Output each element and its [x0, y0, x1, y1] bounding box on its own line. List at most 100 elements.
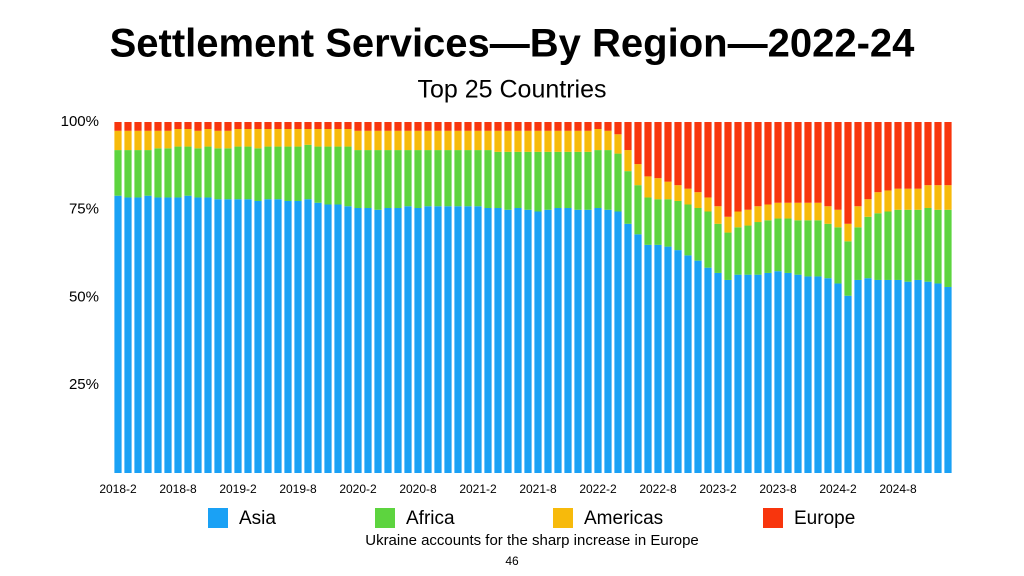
- bar-segment: [684, 204, 692, 256]
- bar-segment: [664, 122, 672, 182]
- bar-segment: [264, 122, 272, 130]
- bar-segment: [764, 204, 772, 221]
- bar-segment: [194, 148, 202, 198]
- bar-segment: [754, 274, 762, 473]
- bar-segment: [524, 130, 532, 152]
- bar-segment: [434, 122, 442, 131]
- bar-segment: [384, 150, 392, 208]
- legend-label: Europe: [794, 508, 855, 529]
- bar-segment: [454, 130, 462, 151]
- bar-segment: [124, 197, 132, 473]
- bar-segment: [644, 244, 652, 473]
- bar-segment: [794, 122, 802, 203]
- bar-segment: [644, 197, 652, 245]
- bar-segment: [304, 199, 312, 473]
- bar-segment: [814, 122, 822, 203]
- bar-segment: [324, 146, 332, 205]
- bar-segment: [204, 197, 212, 473]
- bar-segment: [394, 207, 402, 473]
- bar-segment: [114, 195, 122, 473]
- bar-segment: [124, 150, 132, 198]
- bar-segment: [554, 207, 562, 473]
- bar-segment: [604, 209, 612, 473]
- bar-segment: [304, 129, 312, 145]
- bar-segment: [844, 122, 852, 224]
- bar-segment: [554, 151, 562, 208]
- bar-segment: [774, 218, 782, 272]
- bar-segment: [744, 225, 752, 275]
- bar-segment: [464, 150, 472, 207]
- bar-segment: [154, 122, 162, 131]
- bar-segment: [634, 234, 642, 473]
- bar-segment: [314, 129, 322, 147]
- bar-segment: [764, 122, 772, 205]
- bar-segment: [374, 209, 382, 473]
- bar-segment: [864, 199, 872, 217]
- bar-segment: [754, 122, 762, 207]
- bar-segment: [394, 150, 402, 208]
- bar-segment: [144, 130, 152, 151]
- bar-segment: [474, 130, 482, 151]
- bar-segment: [404, 130, 412, 151]
- bar-segment: [284, 200, 292, 473]
- bar-segment: [824, 122, 832, 207]
- bar-segment: [414, 122, 422, 131]
- x-tick-label: 2020-2: [339, 482, 377, 496]
- bar-segment: [334, 146, 342, 205]
- bar-segment: [464, 130, 472, 151]
- bar-segment: [584, 130, 592, 152]
- bar-segment: [794, 220, 802, 275]
- bar-segment: [174, 129, 182, 147]
- bar-segment: [694, 260, 702, 473]
- bar-segment: [924, 122, 932, 186]
- bar-segment: [244, 129, 252, 147]
- bar-segment: [734, 274, 742, 473]
- bar-segment: [834, 209, 842, 228]
- bar-segment: [474, 206, 482, 474]
- bar-segment: [404, 206, 412, 474]
- bar-segment: [594, 207, 602, 473]
- bar-segment: [534, 151, 542, 212]
- bar-segment: [494, 130, 502, 152]
- bar-segment: [514, 151, 522, 208]
- bar-segment: [704, 122, 712, 198]
- bar-segment: [594, 129, 602, 151]
- bar-segment: [704, 211, 712, 268]
- bar-segment: [254, 200, 262, 473]
- bar-segment: [294, 129, 302, 147]
- bar-segment: [524, 122, 532, 131]
- x-tick-label: 2021-2: [459, 482, 497, 496]
- bar-segment: [224, 199, 232, 473]
- legend-swatch: [763, 508, 783, 528]
- bar-segment: [684, 255, 692, 473]
- bar-segment: [204, 122, 212, 130]
- bar-segment: [904, 281, 912, 473]
- bar-segment: [814, 202, 822, 221]
- bar-segment: [154, 197, 162, 473]
- bar-segment: [744, 274, 752, 473]
- bar-segment: [734, 211, 742, 228]
- legend-swatch: [375, 508, 395, 528]
- bar-segment: [864, 216, 872, 279]
- bar-segment: [454, 150, 462, 207]
- bar-segment: [534, 122, 542, 131]
- bar-segment: [614, 153, 622, 212]
- bar-segment: [384, 207, 392, 473]
- bar-segment: [404, 150, 412, 207]
- bar-segment: [714, 206, 722, 224]
- bar-segment: [734, 227, 742, 275]
- bar-segment: [894, 279, 902, 473]
- bar-segment: [914, 209, 922, 280]
- bar-segment: [844, 241, 852, 296]
- bar-segment: [244, 199, 252, 473]
- bar-segment: [254, 122, 262, 130]
- bar-segment: [574, 122, 582, 131]
- bar-segment: [564, 207, 572, 473]
- bar-segment: [904, 122, 912, 189]
- bar-segment: [904, 188, 912, 210]
- bar-segment: [154, 130, 162, 149]
- bar-segment: [194, 130, 202, 149]
- bar-segment: [834, 122, 842, 210]
- bar-segment: [694, 207, 702, 261]
- bar-segment: [394, 130, 402, 151]
